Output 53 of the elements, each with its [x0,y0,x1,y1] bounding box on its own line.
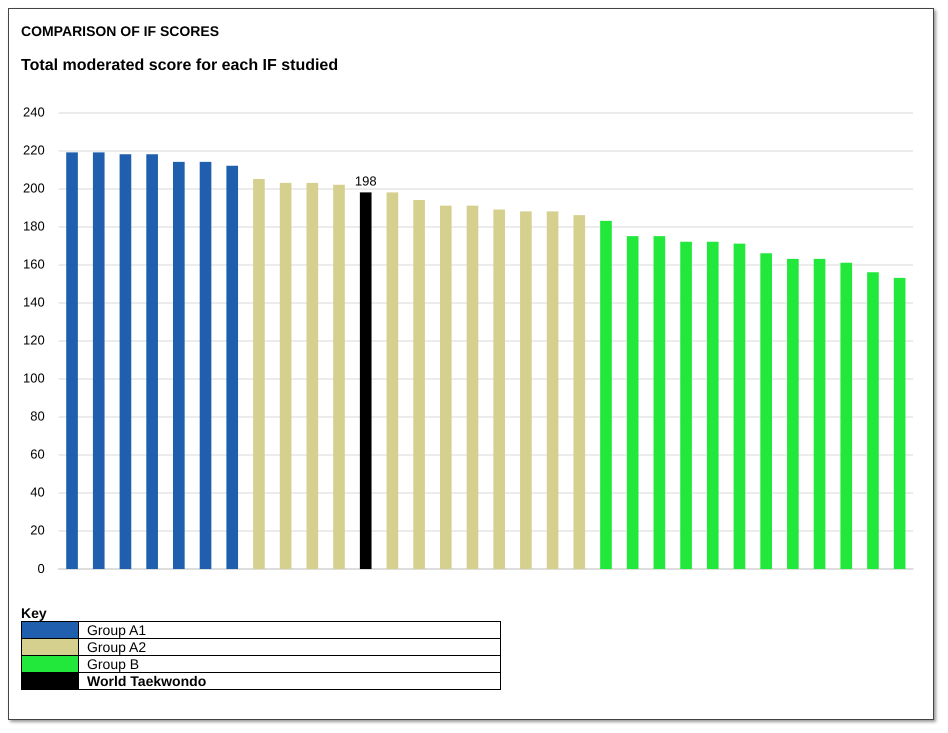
bar [440,206,452,570]
bar [840,262,852,570]
data-label: 198 [354,174,377,189]
bar [66,152,78,570]
bar [120,154,132,570]
bar [280,182,292,570]
bar [360,192,372,570]
legend-label: Group A1 [78,622,500,638]
y-tick-label: 20 [30,522,45,538]
bar [894,278,906,570]
legend-label: World Taekwondo [78,672,500,690]
bar [867,272,879,570]
bar [253,179,265,570]
y-tick-label: 140 [22,294,45,310]
bar [626,236,639,570]
bar [573,215,586,570]
bar [520,211,532,570]
bar [200,162,212,570]
chart-title: COMPARISON OF IF SCORES [21,23,220,39]
bar [146,154,158,570]
bar [173,162,185,570]
bar [734,244,746,570]
legend-label: Group A2 [78,638,500,656]
bar [386,192,398,570]
bar [226,166,238,570]
y-tick-label: 160 [22,256,45,272]
bar [413,200,425,570]
bar [92,152,105,570]
chart-subtitle: Total moderated score for each IF studied [21,57,340,75]
bar [814,258,826,570]
y-tick-label: 80 [30,408,45,424]
y-tick-label: 0 [37,560,45,576]
y-tick-label: 180 [22,218,45,234]
y-tick-label: 240 [22,104,45,120]
y-tick-label: 200 [22,180,45,196]
bar [760,253,772,570]
legend-title: Key [21,605,48,621]
bar [706,242,719,570]
bar [654,236,666,570]
y-tick-label: 220 [22,142,45,158]
y-tick-label: 100 [22,370,45,386]
y-tick-label: 40 [30,484,45,500]
y-tick-label: 60 [30,446,45,462]
y-tick-label: 120 [22,332,45,348]
bar [333,184,345,570]
bar [466,206,478,570]
bar [787,258,799,570]
bar [546,211,558,570]
bar [680,242,692,570]
bar [600,220,612,570]
bar [493,209,506,570]
legend-label: Group B [78,656,500,672]
bar [306,182,318,570]
